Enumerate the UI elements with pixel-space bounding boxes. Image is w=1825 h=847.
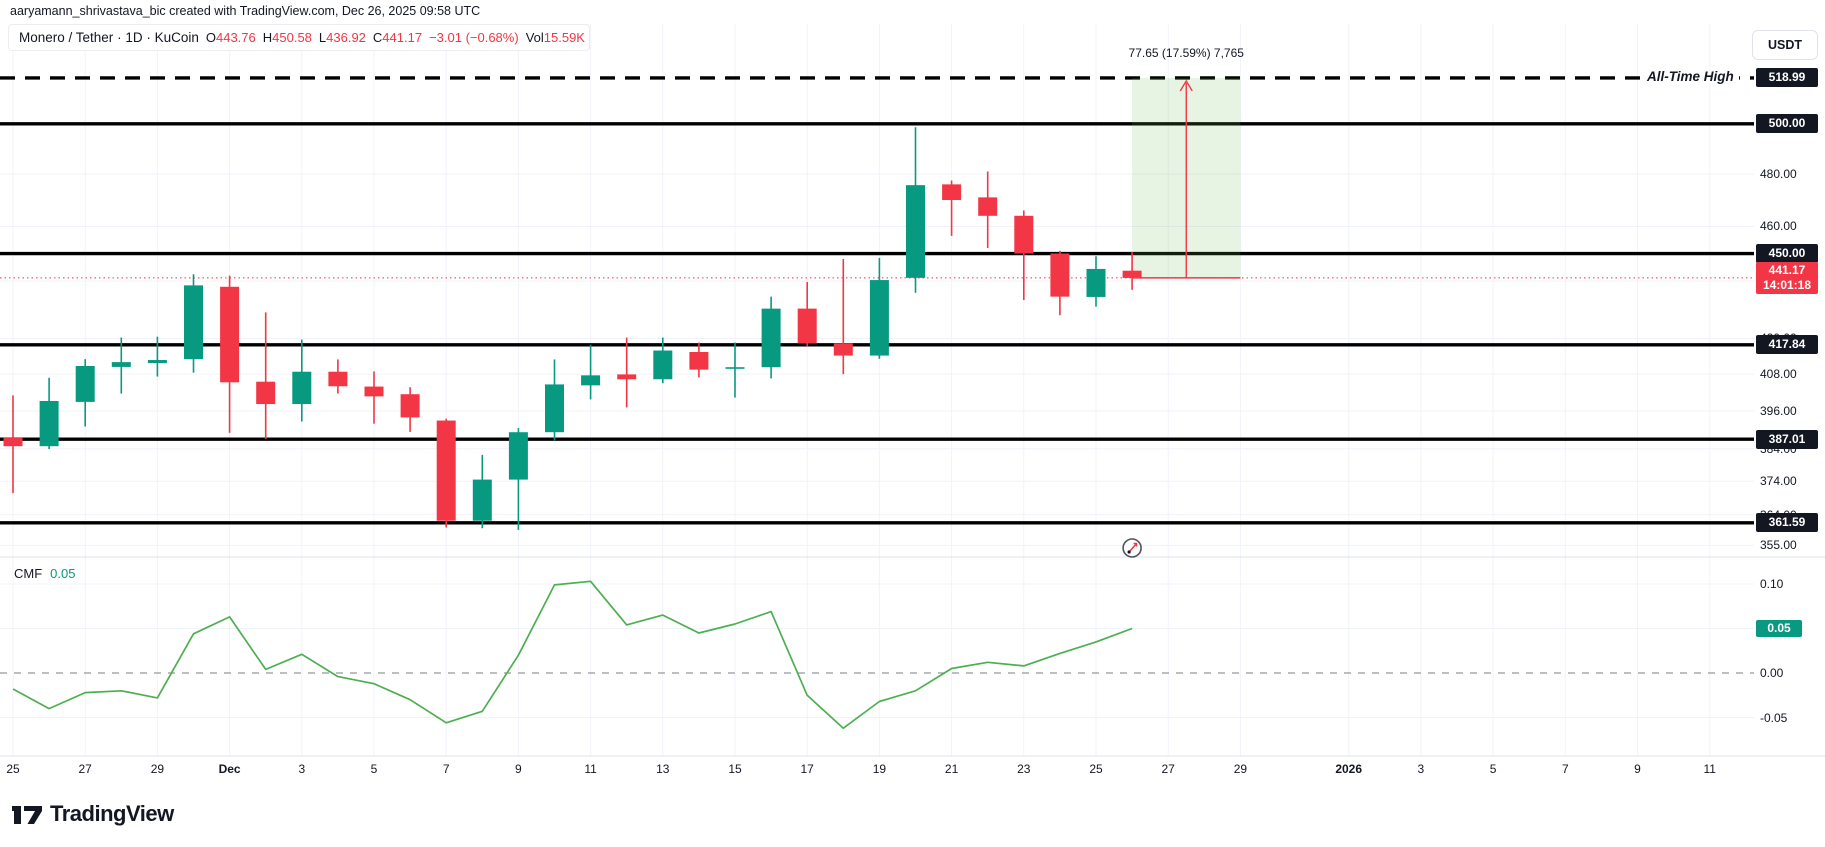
cmf-current-value: 0.05 bbox=[50, 566, 76, 581]
low-value: 436.92 bbox=[326, 30, 366, 45]
candle-body-Nov-28[interactable] bbox=[111, 362, 131, 367]
candle-body-Dec-15[interactable] bbox=[725, 367, 745, 369]
tradingview-logo-icon bbox=[12, 806, 42, 824]
low-letter: L bbox=[318, 30, 327, 45]
candle-body-Dec-7[interactable] bbox=[436, 420, 456, 521]
candle-body-Dec-8[interactable] bbox=[472, 479, 492, 521]
candle-body-Dec-1[interactable] bbox=[220, 286, 240, 383]
candle-body-Dec-2[interactable] bbox=[256, 381, 276, 405]
candle-body-Dec-25[interactable] bbox=[1086, 268, 1106, 297]
close-letter: C bbox=[372, 30, 383, 45]
candle-body-Nov-29[interactable] bbox=[147, 360, 167, 364]
projection-measurement-label: 77.65 (17.59%) 7,765 bbox=[1128, 46, 1244, 60]
volume-label: Vol bbox=[525, 30, 544, 45]
cmf-indicator-legend[interactable]: CMF 0.05 bbox=[14, 566, 75, 581]
candle-body-Dec-3[interactable] bbox=[292, 371, 312, 405]
gauge-needle-icon bbox=[1128, 543, 1137, 553]
candle-body-Nov-27[interactable] bbox=[75, 366, 95, 402]
interval-label[interactable]: 1D bbox=[125, 30, 143, 45]
candle-body-Nov-30[interactable] bbox=[184, 285, 203, 360]
all-time-high-label: All-Time High bbox=[1642, 68, 1739, 84]
candle-body-Dec-11[interactable] bbox=[581, 375, 601, 386]
candle-body-Dec-9[interactable] bbox=[508, 432, 528, 480]
candle-body-Dec-18[interactable] bbox=[833, 343, 853, 356]
high-value: 450.58 bbox=[272, 30, 312, 45]
candle-body-Dec-6[interactable] bbox=[400, 394, 420, 418]
volume-value: 15.59K bbox=[543, 30, 585, 45]
gauge-pivot-icon bbox=[1127, 550, 1131, 554]
candle-body-Dec-19[interactable] bbox=[869, 280, 889, 356]
change-value: −3.01 (−0.68%) bbox=[429, 30, 519, 45]
exchange-label[interactable]: KuCoin bbox=[154, 30, 199, 45]
symbol-name[interactable]: Monero / Tether bbox=[19, 30, 114, 45]
gauge-needle-head-icon bbox=[1133, 542, 1138, 547]
tradingview-logo[interactable]: TradingView bbox=[12, 800, 174, 828]
candle-body-Dec-26[interactable] bbox=[1122, 270, 1142, 278]
high-letter: H bbox=[262, 30, 273, 45]
candle-body-Dec-5[interactable] bbox=[364, 386, 384, 397]
tradingview-wordmark: TradingView bbox=[50, 801, 174, 826]
candle-body-Dec-21[interactable] bbox=[942, 184, 962, 200]
candle-body-Dec-10[interactable] bbox=[545, 384, 564, 433]
candle-body-Dec-16[interactable] bbox=[761, 308, 781, 368]
candle-body-Dec-12[interactable] bbox=[617, 374, 637, 380]
cmf-name: CMF bbox=[14, 566, 43, 581]
projection-arrowhead bbox=[1179, 79, 1193, 92]
candle-body-Nov-26[interactable] bbox=[39, 400, 59, 447]
candle-body-Dec-20[interactable] bbox=[906, 185, 925, 278]
candle-body-Dec-23[interactable] bbox=[1014, 215, 1034, 254]
candle-body-Dec-4[interactable] bbox=[328, 371, 348, 387]
close-value: 441.17 bbox=[382, 30, 423, 45]
cmf-line bbox=[12, 580, 1133, 730]
candle-body-Dec-24[interactable] bbox=[1050, 253, 1070, 297]
candle-body-Dec-14[interactable] bbox=[689, 352, 709, 370]
attribution-text: aaryamann_shrivastava_bic created with T… bbox=[10, 4, 481, 18]
candle-body-Dec-22[interactable] bbox=[978, 197, 998, 216]
candle-body-Nov-25[interactable] bbox=[3, 437, 23, 447]
legend-separator-1: · bbox=[113, 30, 126, 45]
legend-separator-2: · bbox=[142, 30, 155, 45]
candle-body-Dec-13[interactable] bbox=[653, 350, 673, 380]
open-letter: O bbox=[205, 30, 216, 45]
open-value: 443.76 bbox=[215, 30, 256, 45]
candle-body-Dec-17[interactable] bbox=[797, 308, 817, 344]
currency-unit-button[interactable]: USDT bbox=[1752, 30, 1818, 60]
